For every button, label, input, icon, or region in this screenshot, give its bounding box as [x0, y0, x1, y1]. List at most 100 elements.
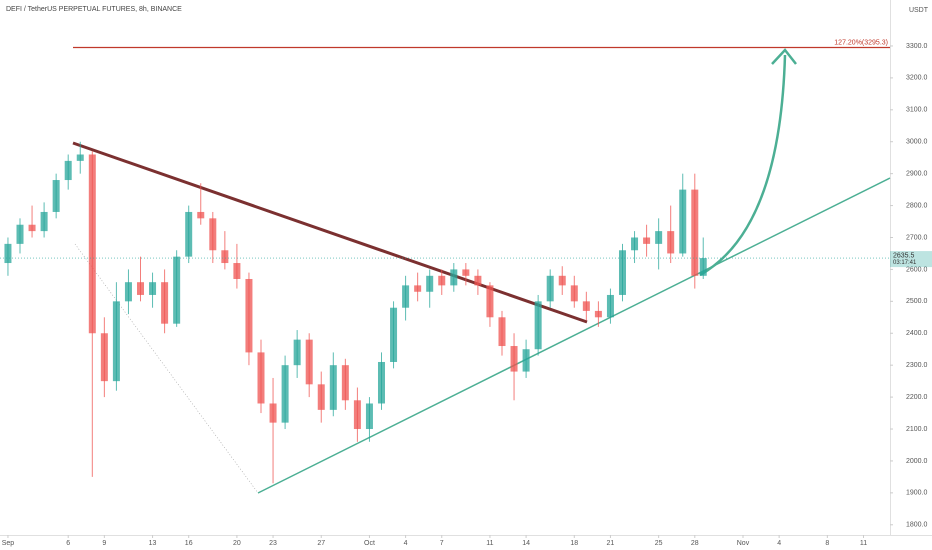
candle-body	[88, 154, 96, 334]
candle-body	[353, 400, 361, 430]
candle-body	[546, 275, 554, 302]
y-tick-label: 1900.0	[906, 490, 928, 497]
candle-body	[365, 403, 373, 430]
candle-body	[570, 285, 578, 302]
x-tick-label: Oct	[364, 540, 375, 547]
x-tick-label: 13	[149, 540, 157, 547]
candle-body	[510, 346, 518, 372]
candle-body	[317, 384, 325, 410]
x-tick-label: 28	[691, 540, 699, 547]
candle-body	[281, 365, 289, 423]
candle-body	[594, 310, 602, 318]
x-tick-label: 11	[860, 540, 867, 547]
candle-body	[64, 160, 72, 181]
candle-body	[558, 275, 566, 286]
candle-body	[474, 275, 482, 286]
candle-body	[233, 263, 241, 279]
x-tick-label: 6	[66, 540, 70, 547]
candle-body	[606, 294, 614, 318]
candle-body	[667, 231, 675, 254]
candle-body	[618, 250, 626, 295]
candle-body	[699, 258, 707, 276]
y-tick-label: 2100.0	[906, 426, 928, 433]
candle-body	[329, 365, 337, 410]
y-tick-label: 2600.0	[906, 266, 928, 273]
candle-body	[149, 282, 157, 295]
candle-body	[377, 361, 385, 404]
y-tick-label: 2700.0	[906, 234, 928, 241]
candle-body	[534, 301, 542, 350]
y-tick-label: 3000.0	[906, 139, 928, 146]
candle-body	[402, 285, 410, 308]
y-tick-label: 2200.0	[906, 394, 928, 401]
candle-body	[185, 211, 193, 257]
x-tick-label: 21	[607, 540, 615, 547]
candle-body	[582, 301, 590, 311]
x-tick-label: 16	[185, 540, 193, 547]
candle-body	[137, 282, 145, 295]
candle-body	[76, 154, 84, 161]
arrow-head	[771, 48, 797, 65]
candle-body	[221, 250, 229, 264]
candle-body	[631, 237, 639, 251]
candle-body	[124, 282, 132, 302]
current-price-box	[890, 251, 932, 268]
x-tick-label: 20	[233, 540, 241, 547]
resistance-trendline	[72, 141, 588, 324]
x-tick-label: 14	[522, 540, 530, 547]
y-tick-label: 1800.0	[906, 522, 928, 529]
candle-body	[655, 231, 663, 244]
y-tick-label: 3200.0	[906, 75, 928, 82]
candle-body	[112, 301, 120, 382]
candle-body	[426, 275, 434, 292]
candle-body	[679, 189, 687, 254]
x-tick-label: 25	[655, 540, 663, 547]
x-tick-label: 4	[777, 540, 781, 547]
chart-title: DEFI / TetherUS PERPETUAL FUTURES, 8h, B…	[6, 6, 182, 13]
candle-body	[691, 189, 699, 276]
y-tick-label: 2900.0	[906, 170, 928, 177]
candle-body	[161, 282, 169, 324]
candle-body	[16, 224, 24, 244]
candle-body	[522, 349, 530, 372]
x-tick-label: 27	[317, 540, 325, 547]
candle-body	[414, 285, 422, 292]
y-tick-label: 2500.0	[906, 298, 928, 305]
candle-body	[245, 278, 253, 353]
y-tick-label: 2300.0	[906, 362, 928, 369]
x-tick-label: Sep	[2, 540, 15, 547]
x-tick-label: Nov	[737, 540, 750, 547]
candle-body	[52, 180, 60, 212]
candle-body	[269, 403, 277, 423]
x-tick-label: 11	[486, 540, 493, 547]
candle-body	[486, 285, 494, 318]
candle-body	[28, 224, 36, 232]
candle-body	[257, 352, 265, 404]
projection-arrow	[699, 54, 787, 277]
x-tick-label: 4	[404, 540, 408, 547]
countdown-label: 03:17:41	[893, 260, 917, 266]
x-tick-label: 18	[570, 540, 578, 547]
x-tick-label: 9	[102, 540, 106, 547]
candle-body	[438, 275, 446, 286]
y-tick-label: 2400.0	[906, 330, 928, 337]
x-tick-label: 8	[825, 540, 829, 547]
fib-level-label: 127.20%(3295.3)	[834, 39, 888, 46]
candle-body	[305, 339, 313, 385]
projection-line	[74, 243, 259, 494]
candle-body	[40, 211, 48, 232]
support-trendline	[257, 177, 891, 494]
candle-body	[643, 237, 651, 244]
candle-body	[100, 333, 108, 382]
candle-body	[4, 243, 12, 264]
candle-body	[341, 365, 349, 401]
candle-body	[390, 307, 398, 362]
y-tick-label: 2000.0	[906, 458, 928, 465]
x-tick-label: 23	[269, 540, 277, 547]
y-tick-label: 3300.0	[906, 43, 928, 50]
current-price-label: 2635.5	[893, 252, 915, 259]
candle-body	[462, 269, 470, 276]
candle-body	[209, 218, 217, 251]
